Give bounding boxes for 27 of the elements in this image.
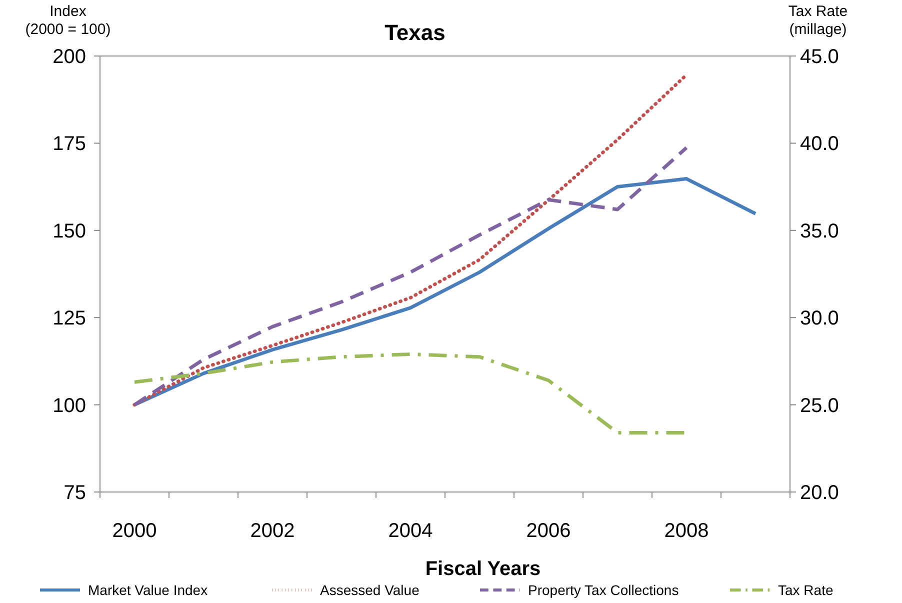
legend-label: Property Tax Collections [528,582,679,598]
y-tick-label: 175 [52,133,86,156]
y2-tick-label: 40.0 [800,133,839,156]
y-tick-label: 125 [52,308,86,330]
y-tick-label: 100 [52,394,86,417]
x-tick-label: 2004 [388,520,433,542]
y2-tick-label: 45.0 [800,46,839,68]
line-series [132,146,688,407]
chart-title: Texas [384,20,446,45]
x-axis-title: Fiscal Years [425,558,541,580]
y-tick-label: 150 [52,220,86,242]
y2-axis-title: Tax Rate (millage) [788,3,848,38]
x-tick-label: 2006 [526,520,571,542]
y-tick-label: 75 [64,482,86,504]
y2-tick-label: 25.0 [800,394,839,417]
y-axis-title: Index (2000 = 100) [25,3,111,38]
line-series [132,73,688,407]
legend-label: Assessed Value [320,582,420,598]
legend-label: Tax Rate [778,582,834,598]
x-tick-label: 2008 [664,520,709,542]
y2-tick-label: 20.0 [800,482,839,504]
y2-tick-label: 30.0 [800,308,839,330]
x-tick-label: 2000 [112,520,157,542]
y-tick-label: 200 [52,46,86,68]
y2-tick-label: 35.0 [800,220,839,242]
legend-label: Market Value Index [88,582,208,598]
x-tick-label: 2002 [250,520,295,542]
